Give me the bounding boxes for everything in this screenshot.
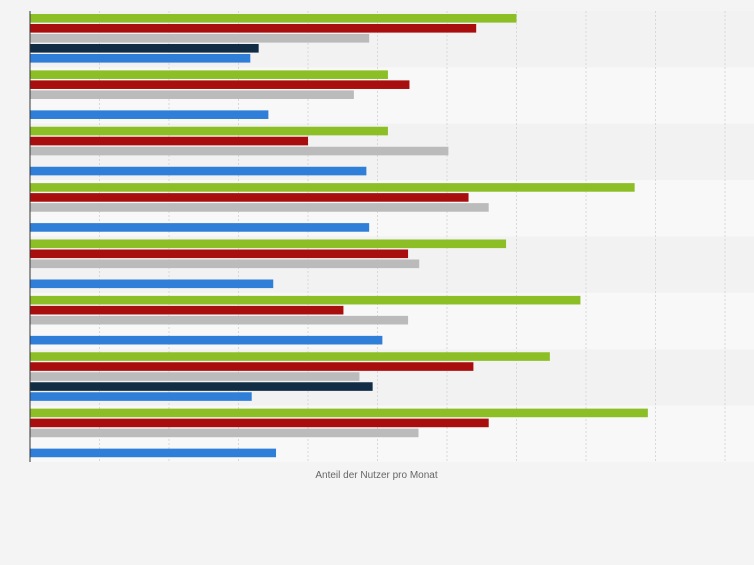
bar — [30, 448, 277, 458]
bar — [30, 259, 420, 269]
bar — [30, 428, 419, 438]
bar — [30, 239, 507, 249]
bars — [30, 14, 648, 458]
bar — [30, 166, 367, 176]
bar — [30, 305, 344, 315]
bar — [30, 249, 409, 259]
bar — [30, 392, 252, 401]
bar — [30, 418, 489, 428]
bar — [30, 34, 370, 43]
bar — [30, 295, 581, 305]
bar — [30, 70, 388, 79]
bar — [30, 146, 449, 156]
bar — [30, 44, 259, 53]
bar — [30, 90, 354, 99]
x-axis-label: Anteil der Nutzer pro Monat — [315, 470, 438, 481]
bar — [30, 362, 474, 371]
bar — [30, 315, 409, 325]
bar — [30, 126, 388, 136]
bar — [30, 352, 550, 361]
bar — [30, 80, 410, 89]
bar — [30, 279, 274, 289]
bar — [30, 203, 489, 212]
bar — [30, 54, 251, 63]
bar — [30, 136, 308, 146]
bar — [30, 193, 469, 202]
bar — [30, 110, 269, 119]
bar — [30, 183, 635, 192]
bar — [30, 382, 373, 391]
gridlines — [99, 11, 726, 462]
bar — [30, 408, 648, 418]
bar — [30, 14, 517, 23]
bar — [30, 335, 383, 345]
bar — [30, 24, 477, 33]
bar — [30, 223, 370, 232]
bar — [30, 372, 360, 381]
